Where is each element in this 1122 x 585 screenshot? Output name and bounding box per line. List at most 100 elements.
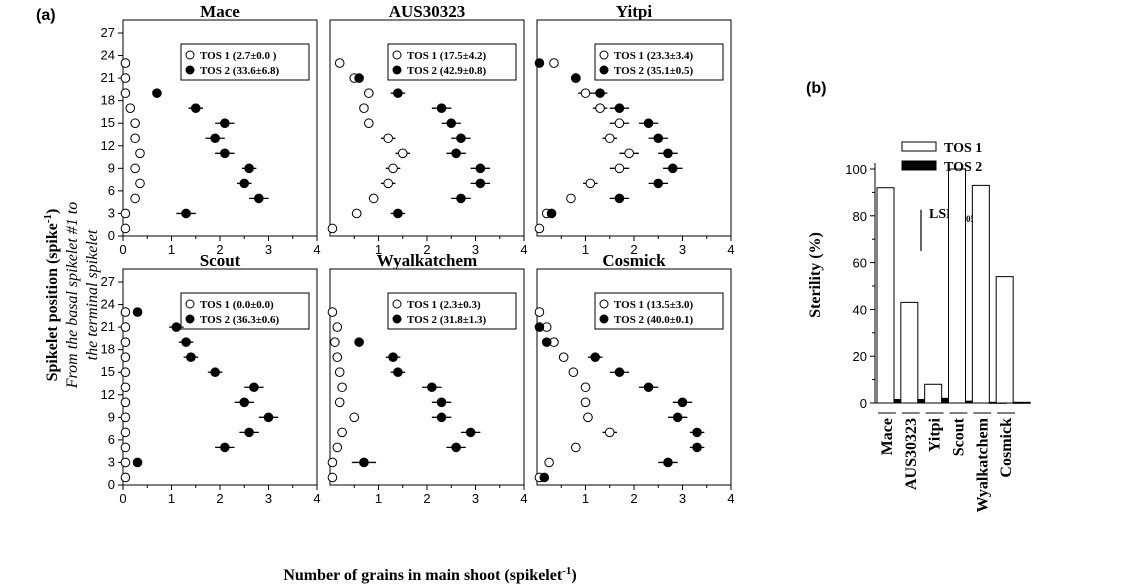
legend-label: TOS 1 (13.5±3.0) xyxy=(614,299,694,311)
tos2-point xyxy=(571,73,581,83)
legend-label: TOS 2 (36.3±0.6) xyxy=(200,314,280,326)
tos1-point xyxy=(334,367,345,378)
tos1-point xyxy=(571,442,581,453)
y-tick-label: 12 xyxy=(101,138,115,153)
x-tick-label: 4 xyxy=(313,242,320,257)
tos2-point xyxy=(534,322,545,332)
tos1-point xyxy=(135,178,145,189)
y-axis-label: Spikelet position (spike-1) From the bas… xyxy=(42,202,101,390)
tos2-point xyxy=(244,163,254,174)
tos2-point xyxy=(436,412,447,423)
tos1-point xyxy=(580,382,591,393)
tos1-point xyxy=(364,118,374,129)
tos1-point xyxy=(120,367,131,378)
tos2-point xyxy=(456,193,466,204)
y-tick-label: 21 xyxy=(101,70,115,85)
x-tick-label: 1 xyxy=(168,242,175,257)
panel-title: AUS30323 xyxy=(389,2,466,21)
bar-y-tick-label: 40 xyxy=(853,302,867,317)
y-tick-label: 21 xyxy=(101,319,115,334)
bar-y-tick-label: 80 xyxy=(853,209,867,224)
tos2-point xyxy=(643,118,654,129)
tos1-point xyxy=(568,367,579,378)
legend-filled-marker xyxy=(185,314,195,324)
tos2-point xyxy=(190,103,201,113)
x-tick-label: 4 xyxy=(520,491,527,506)
tos2-point xyxy=(393,208,403,219)
tos1-point xyxy=(120,73,131,83)
tos2-point xyxy=(446,118,457,129)
tos1-point xyxy=(583,412,593,423)
legend-filled-marker xyxy=(185,65,195,75)
x-tick-label: 2 xyxy=(630,491,637,506)
tos2-point xyxy=(186,352,196,362)
bar-category-label: Yitpi xyxy=(927,417,944,452)
y-tick-label: 27 xyxy=(101,25,115,40)
legend-label: TOS 1 (2.7±0.0 ) xyxy=(200,50,277,62)
y-tick-label: 27 xyxy=(101,274,115,289)
legend-filled-marker xyxy=(599,314,609,324)
y-tick-label: 0 xyxy=(108,228,115,243)
tos1-point xyxy=(624,148,634,159)
tos1-point xyxy=(327,457,338,468)
legend-box xyxy=(387,43,517,81)
bar-tos-1-cosmick xyxy=(995,276,1014,404)
tos2-point xyxy=(181,337,191,347)
tos2-point xyxy=(653,133,664,144)
tos2-point xyxy=(692,442,702,453)
tos2-point xyxy=(692,427,702,438)
tos2-point xyxy=(614,103,625,113)
tos2-point xyxy=(436,397,447,408)
tos1-point xyxy=(368,193,379,204)
bar-tos-1-wyalkatchem xyxy=(971,184,990,404)
tos1-point xyxy=(383,178,394,189)
panel-title: Yitpi xyxy=(616,2,652,21)
y-axis-label-line3: the terminal spikelet xyxy=(84,229,101,360)
bar-category-label: AUS30323 xyxy=(903,418,920,490)
bar-y-tick-label: 0 xyxy=(860,396,867,411)
tos2-point xyxy=(354,73,364,83)
tos1-point xyxy=(334,397,345,408)
tos1-point xyxy=(130,118,140,129)
tos2-point xyxy=(249,382,259,393)
tos1-point xyxy=(120,427,131,438)
panel-title: Cosmick xyxy=(602,251,666,270)
tos2-point xyxy=(614,193,625,204)
tos2-point xyxy=(263,412,274,423)
y-tick-label: 3 xyxy=(108,454,115,469)
bar-tos-1-mace xyxy=(876,187,895,404)
y-tick-label: 15 xyxy=(101,115,115,130)
x-tick-label: 0 xyxy=(119,242,126,257)
tos1-point xyxy=(327,223,338,234)
tos2-point xyxy=(393,367,403,378)
legend-label: TOS 1 (17.5±4.2) xyxy=(407,50,487,62)
panel-yitpi: Yitpi 1 2 3 4 TOS 1 (23.3±3.4) TOS 2 (35.1±0.5… xyxy=(534,2,735,257)
x-tick-label: 1 xyxy=(168,491,175,506)
tos2-point xyxy=(677,397,688,408)
bar-category-label: Wyalkatchem xyxy=(974,417,991,512)
tos1-point xyxy=(130,193,140,204)
bar-category-label: Mace xyxy=(879,418,896,455)
tos1-point xyxy=(364,88,374,98)
bar-y-tick-label: 20 xyxy=(853,349,867,364)
tos1-point xyxy=(130,133,140,144)
x-tick-label: 1 xyxy=(582,242,589,257)
tos2-point xyxy=(239,397,250,408)
tos2-point xyxy=(244,427,254,438)
tos2-point xyxy=(668,163,678,174)
tos1-point xyxy=(120,337,131,347)
bar-y-tick-label: 60 xyxy=(853,256,867,271)
tos2-point xyxy=(132,307,143,317)
tos2-point xyxy=(181,208,191,219)
tos1-point xyxy=(351,208,362,219)
legend-box xyxy=(180,43,310,81)
x-tick-label: 4 xyxy=(727,491,734,506)
tos2-point xyxy=(595,88,605,98)
tos1-point xyxy=(120,307,131,317)
panel-aus30323: AUS30323 1 2 3 4 TOS 1 (17.5±4.2) TOS 2 (42.9±… xyxy=(327,2,528,257)
tos1-point xyxy=(135,148,145,159)
panel-wyalkatchem: Wyalkatchem 1 2 3 4 TOS 1 (2.3±0.3) TOS 2 (31.… xyxy=(327,251,528,506)
tos2-point xyxy=(663,457,673,468)
tos1-point xyxy=(120,382,131,393)
